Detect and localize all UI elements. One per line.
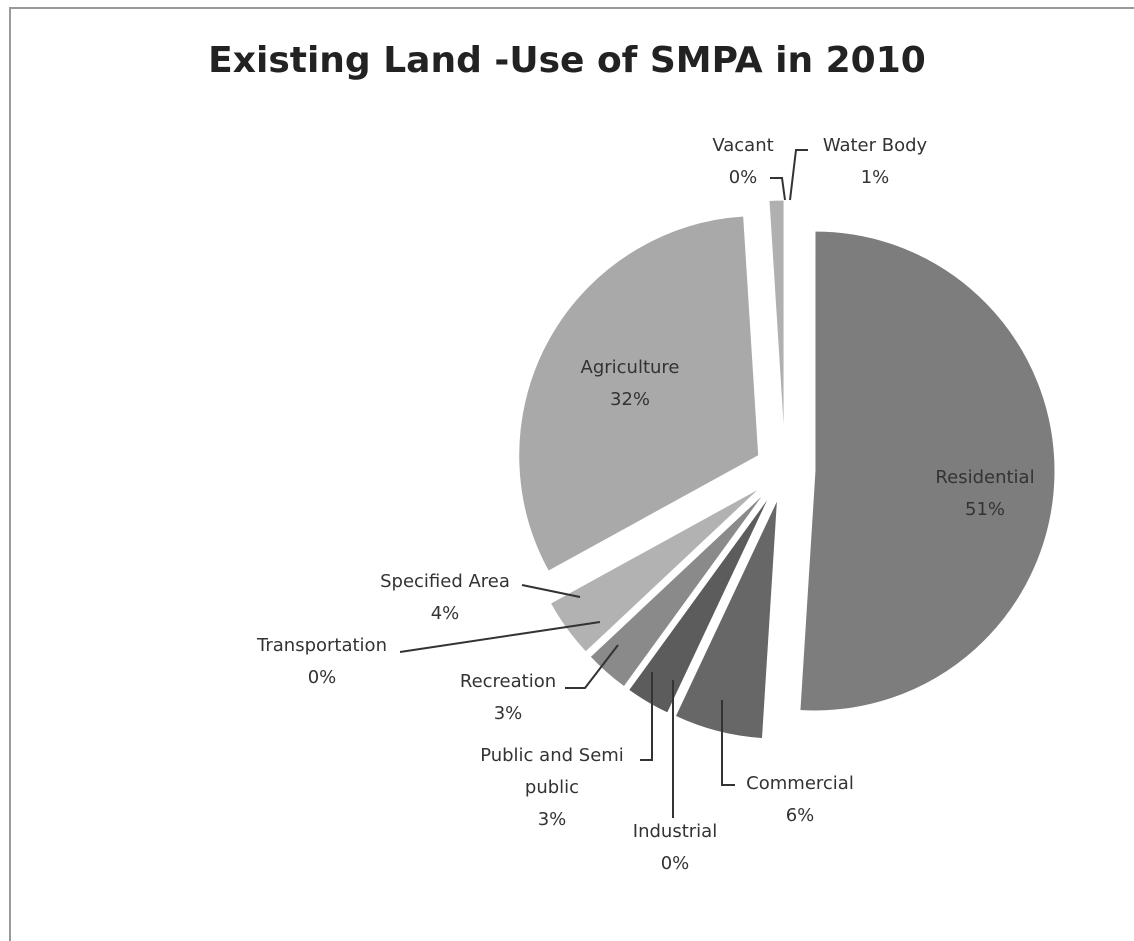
pie-slice [674,498,779,740]
leader-line [770,177,786,201]
leader-line [521,584,581,598]
slice-label: Commercial [746,773,854,794]
leader-line [789,149,808,201]
slice-value-label: 51% [964,499,1006,520]
leader-line [721,700,735,786]
slice-label: Residential [935,467,1035,488]
pie-slice [518,215,760,572]
slice-value-label: 0% [660,853,690,874]
leader-line [640,672,653,761]
slice-label: Industrial [632,821,718,842]
leader-line [399,621,601,653]
slice-value-label: 4% [430,603,460,624]
pie-slice [767,200,784,441]
slice-value-label: 0% [728,167,758,188]
slice-value-label: 3% [537,809,567,830]
slice-label: Specified Area [380,571,510,592]
frame [9,7,1134,941]
pie-slice [768,199,785,441]
slice-value-label: 3% [493,703,523,724]
slice-value-label: 6% [785,805,815,826]
pie-slice [627,495,771,714]
pie-slice [589,492,766,688]
chart-title: Existing Land -Use of SMPA in 2010 [208,40,926,81]
slice-value-label: 32% [609,389,651,410]
slice-label: Vacant [712,135,774,156]
slice-label: Public and Semi public [480,745,624,798]
slice-label: Transportation [257,635,387,656]
slice-label: Recreation [459,671,557,692]
slice-label: Water Body [822,135,928,156]
slice-label: Agriculture [580,357,680,378]
pie-slice [669,496,773,715]
pie-slice [799,230,1056,712]
leader-line [565,644,619,689]
pie-slice [549,487,762,653]
slice-value-label: 0% [307,667,337,688]
slice-value-label: 1% [860,167,890,188]
